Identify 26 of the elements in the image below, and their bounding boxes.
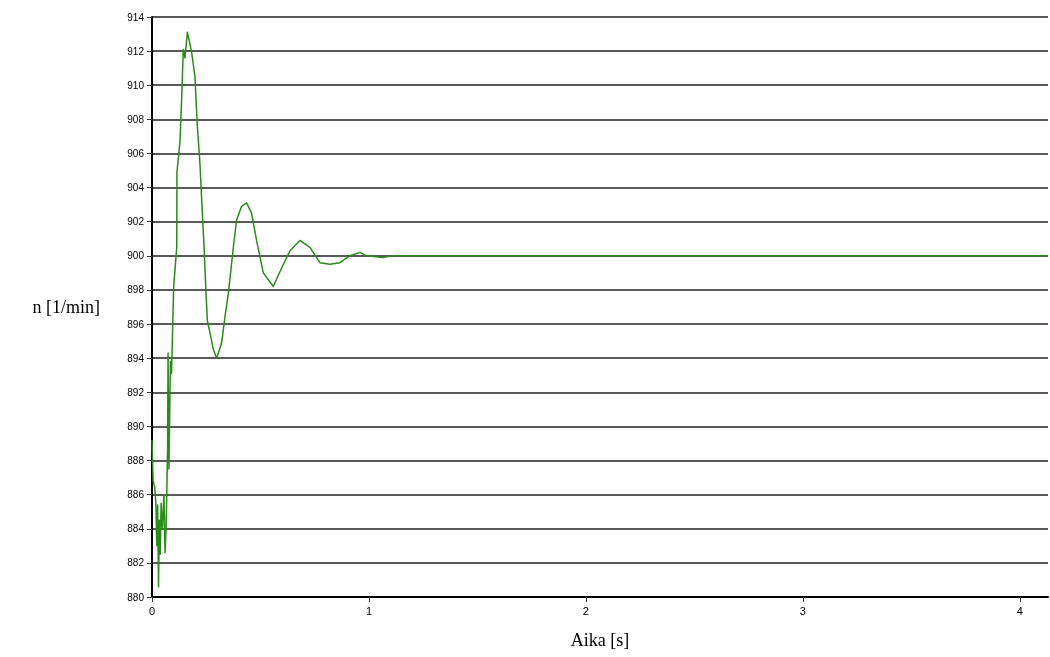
y-tick-label: 902 [127,216,145,228]
y-tick-label: 900 [127,250,145,262]
y-tick-label: 906 [127,147,145,159]
y-tick-label: 880 [127,591,145,603]
y-tick-label: 898 [127,284,145,296]
y-tick-label: 892 [127,386,145,398]
x-tick-label: 4 [1016,604,1023,617]
x-tick-label: 2 [582,604,589,617]
y-tick-label: 896 [127,318,145,330]
y-tick-label: 908 [127,113,145,125]
y-axis-title: n [1/min] [32,297,100,317]
x-tick-label: 1 [365,604,373,617]
x-tick-label: 3 [799,604,806,617]
y-tick-label: 890 [127,420,145,432]
y-tick-label: 904 [127,182,145,194]
y-tick-label: 886 [127,489,145,501]
y-tick-label: 910 [127,79,145,91]
y-tick-label: 882 [127,557,145,569]
line-series [151,31,1049,588]
y-tick-label: 894 [127,352,145,364]
x-axis-title: Aika [s] [570,630,630,650]
y-tick-label: 914 [127,11,145,23]
y-tick-label: 912 [127,45,145,57]
y-tick-label: 888 [127,455,145,467]
x-tick-label: 0 [148,604,156,617]
y-tick-label: 884 [127,523,145,535]
